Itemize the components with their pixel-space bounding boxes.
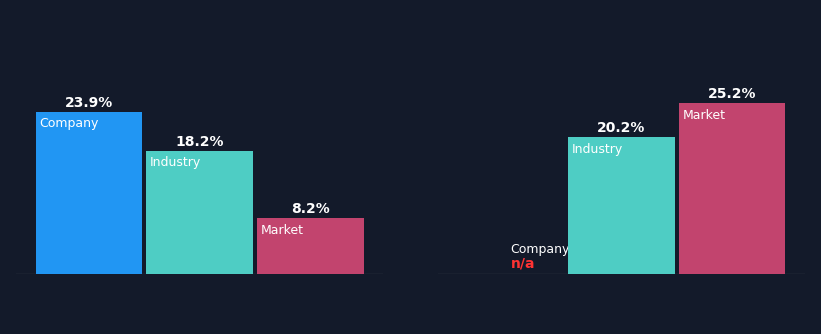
Bar (568, 137, 675, 274)
Bar (146, 151, 253, 274)
Text: 18.2%: 18.2% (176, 135, 224, 149)
Text: Company: Company (39, 118, 99, 131)
Text: 23.9%: 23.9% (65, 96, 113, 110)
Text: 20.2%: 20.2% (597, 121, 645, 135)
Text: Company: Company (511, 243, 570, 257)
Text: Market: Market (682, 109, 726, 122)
Bar (257, 218, 364, 274)
Text: 25.2%: 25.2% (708, 87, 756, 101)
Text: Market: Market (261, 224, 304, 237)
Bar (679, 103, 786, 274)
Text: n/a: n/a (511, 257, 535, 271)
Text: Industry: Industry (150, 156, 201, 169)
Bar (35, 112, 142, 274)
Text: Industry: Industry (571, 143, 623, 156)
Text: 8.2%: 8.2% (291, 202, 330, 216)
